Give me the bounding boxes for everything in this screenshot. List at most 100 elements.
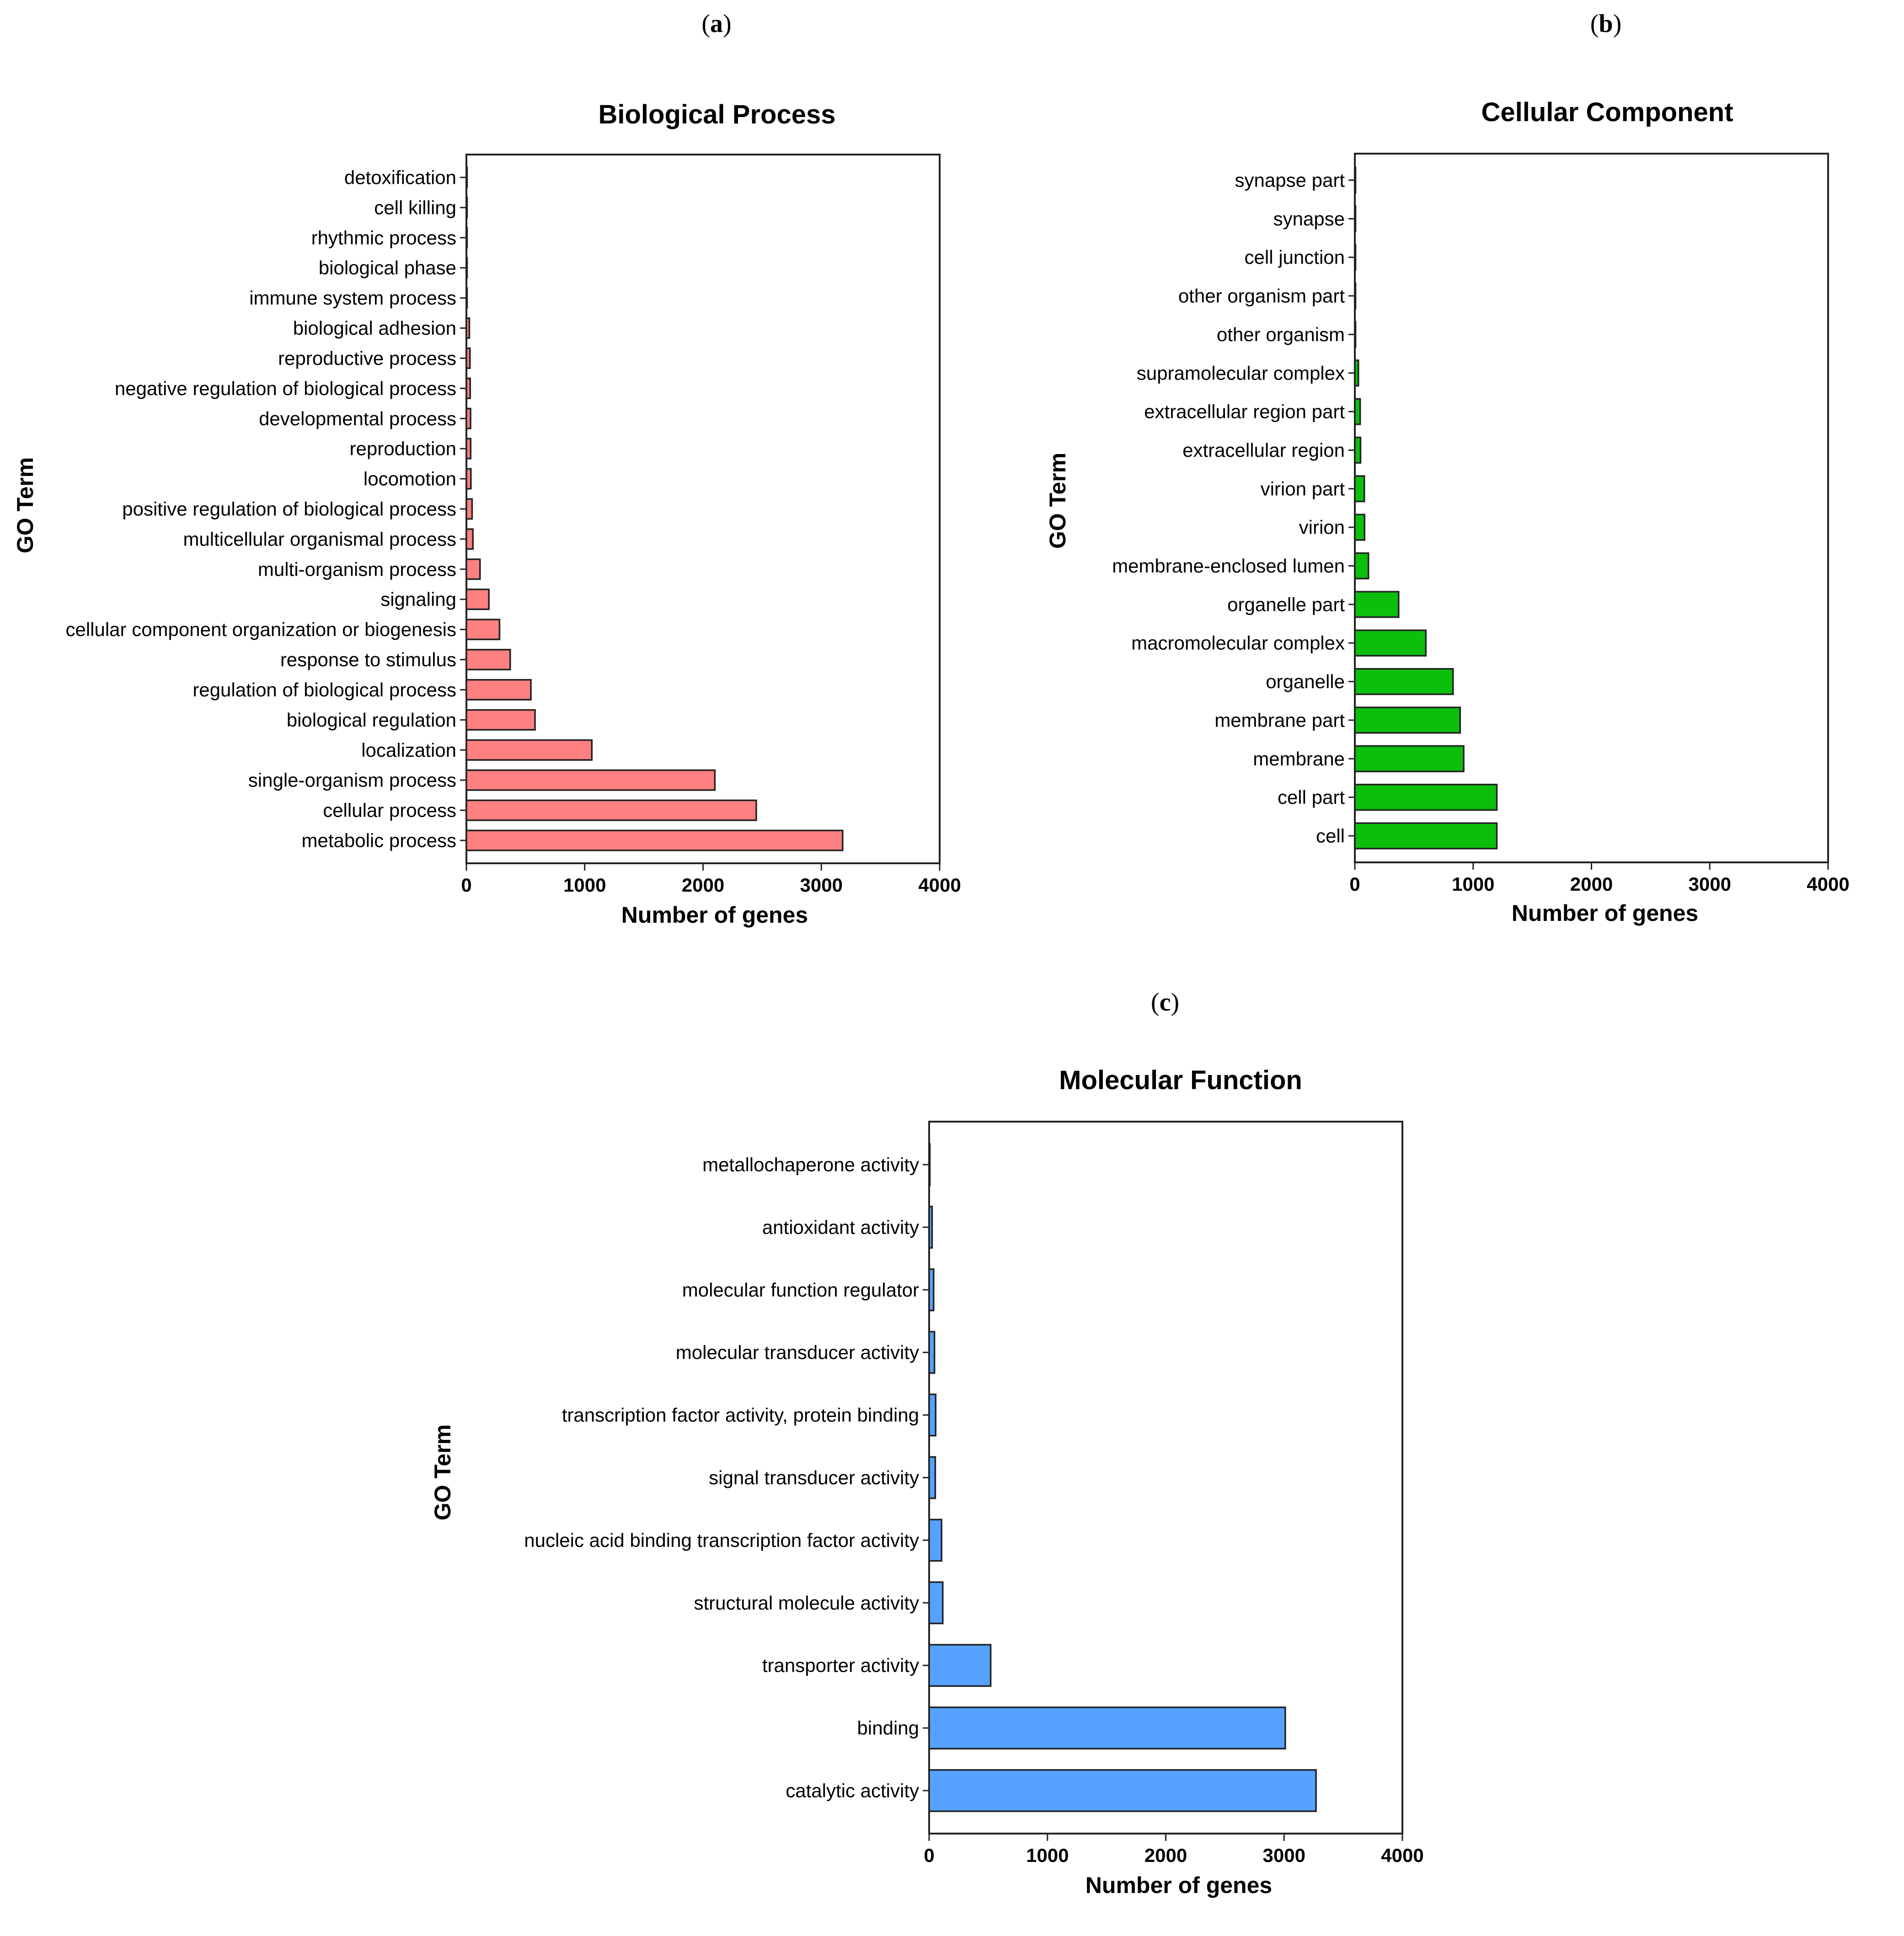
panel-b: (b) Cellular Component GO Term Number of… xyxy=(1045,10,1850,926)
category-label-biological-adhesion: biological adhesion xyxy=(293,317,456,339)
bar-single-organism-process xyxy=(465,769,716,791)
bar-biological-phase xyxy=(465,257,468,279)
x-tick-label-2000: 2000 xyxy=(682,874,724,896)
category-label-supramolecular-complex: supramolecular complex xyxy=(1137,362,1345,384)
category-label-membrane-part: membrane part xyxy=(1214,709,1345,731)
bar-antioxidant-activity xyxy=(928,1205,933,1249)
category-label-extracellular-region: extracellular region xyxy=(1182,439,1345,461)
bar-signaling xyxy=(465,588,490,610)
category-label-immune-system-process: immune system process xyxy=(249,287,456,309)
category-label-nucleic-acid-binding-transcription-factor-activity: nucleic acid binding transcription facto… xyxy=(524,1530,919,1551)
category-label-synapse: synapse xyxy=(1273,208,1345,230)
bar-locomotion xyxy=(465,468,472,490)
bar-metabolic-process xyxy=(465,829,844,851)
category-label-signaling: signaling xyxy=(380,588,456,610)
category-label-organelle: organelle xyxy=(1266,671,1345,692)
bar-group-b: synapse part synapse cell junction other or… xyxy=(1112,166,1850,895)
x-tick-label-2000: 2000 xyxy=(1145,1845,1187,1866)
bar-membrane-part xyxy=(1354,706,1461,734)
panel-c-label: (c) xyxy=(1151,988,1179,1016)
category-label-regulation-of-biological-process: regulation of biological process xyxy=(193,679,456,701)
panel-a-label: (a) xyxy=(701,10,731,38)
bar-cellular-process xyxy=(465,799,757,821)
bar-group-c: metallochaperone activity antioxidant act… xyxy=(524,1143,1424,1866)
bar-reproduction xyxy=(465,438,472,460)
x-axis-title-b: Number of genes xyxy=(1512,900,1698,926)
bar-structural-molecule-activity xyxy=(928,1581,944,1625)
category-label-multicellular-organismal-process: multicellular organismal process xyxy=(183,528,456,550)
bar-localization xyxy=(465,739,593,761)
x-tick-label-4000: 4000 xyxy=(1807,873,1849,895)
chart-title-cellular-component: Cellular Component xyxy=(1481,97,1733,127)
y-axis-title-b: GO Term xyxy=(1045,453,1070,549)
panel-c-letter: c xyxy=(1160,988,1171,1016)
bar-multi-organism-process xyxy=(465,558,481,580)
bar-multicellular-organismal-process xyxy=(465,528,474,550)
bar-metallochaperone-activity xyxy=(928,1143,931,1186)
category-label-cell-killing: cell killing xyxy=(374,197,456,218)
bar-virion-part xyxy=(1354,475,1365,503)
panel-b-label: (b) xyxy=(1590,10,1621,38)
category-label-developmental-process: developmental process xyxy=(259,408,456,429)
bar-cell xyxy=(1354,822,1498,850)
category-label-metallochaperone-activity: metallochaperone activity xyxy=(702,1154,919,1176)
panel-b-letter: b xyxy=(1599,10,1613,38)
x-axis-title-c: Number of genes xyxy=(1086,1872,1272,1898)
x-tick-label-3000: 3000 xyxy=(1689,873,1731,895)
bar-binding xyxy=(928,1706,1286,1750)
bar-immune-system-process xyxy=(465,287,468,309)
category-label-negative-regulation-of-biological-process: negative regulation of biological proces… xyxy=(115,378,456,399)
category-label-macromolecular-complex: macromolecular complex xyxy=(1131,632,1345,654)
x-tick-label-1000: 1000 xyxy=(1026,1845,1069,1866)
bar-regulation-of-biological-process xyxy=(465,679,532,701)
x-tick-label-2000: 2000 xyxy=(1570,873,1613,895)
chart-title-molecular-function: Molecular Function xyxy=(1059,1065,1302,1095)
category-label-binding: binding xyxy=(857,1717,919,1739)
bar-cellular-component-organization-or-biogenesis xyxy=(465,619,501,641)
category-label-biological-phase: biological phase xyxy=(319,257,456,278)
category-label-other-organism: other organism xyxy=(1217,324,1345,345)
category-label-reproduction: reproduction xyxy=(350,438,456,460)
y-axis-title-c: GO Term xyxy=(430,1424,455,1520)
bar-organelle-part xyxy=(1354,591,1400,618)
bar-negative-regulation-of-biological-process xyxy=(465,377,471,399)
bar-biological-adhesion xyxy=(465,317,471,339)
category-label-locomotion: locomotion xyxy=(364,468,456,490)
panel-a-letter: a xyxy=(710,10,723,38)
category-label-single-organism-process: single-organism process xyxy=(248,770,456,791)
bar-cell-killing xyxy=(465,197,468,219)
x-tick-label-3000: 3000 xyxy=(1263,1845,1305,1866)
category-label-other-organism-part: other organism part xyxy=(1178,285,1345,307)
bar-molecular-transducer-activity xyxy=(928,1331,936,1374)
category-label-cellular-process: cellular process xyxy=(323,800,456,821)
category-label-catalytic-activity: catalytic activity xyxy=(786,1780,919,1802)
bar-macromolecular-complex xyxy=(1354,629,1427,657)
bar-reproductive-process xyxy=(465,347,471,369)
bar-synapse xyxy=(1354,205,1357,232)
x-tick-label-1000: 1000 xyxy=(1452,873,1494,895)
bar-catalytic-activity xyxy=(928,1769,1317,1812)
bar-positive-regulation-of-biological-process xyxy=(465,498,473,520)
category-label-molecular-transducer-activity: molecular transducer activity xyxy=(676,1342,919,1363)
category-label-molecular-function-regulator: molecular function regulator xyxy=(682,1279,919,1300)
category-label-positive-regulation-of-biological-process: positive regulation of biological proces… xyxy=(122,498,456,520)
category-label-biological-regulation: biological regulation xyxy=(287,709,456,731)
category-label-reproductive-process: reproductive process xyxy=(278,348,456,369)
category-label-response-to-stimulus: response to stimulus xyxy=(280,649,456,670)
bar-signal-transducer-activity xyxy=(928,1456,936,1499)
bar-other-organism xyxy=(1354,321,1357,348)
x-tick-label-1000: 1000 xyxy=(563,874,606,896)
x-tick-label-0: 0 xyxy=(924,1845,934,1866)
bar-molecular-function-regulator xyxy=(928,1268,935,1311)
category-label-multi-organism-process: multi-organism process xyxy=(258,558,456,580)
category-label-metabolic-process: metabolic process xyxy=(302,830,456,851)
category-label-rhythmic-process: rhythmic process xyxy=(311,227,456,248)
bar-extracellular-region-part xyxy=(1354,398,1361,425)
y-axis-title-a: GO Term xyxy=(12,457,38,553)
bar-extracellular-region xyxy=(1354,436,1362,464)
category-label-organelle-part: organelle part xyxy=(1227,594,1345,615)
bar-nucleic-acid-binding-transcription-factor-activity xyxy=(928,1519,942,1562)
category-label-cell-part: cell part xyxy=(1278,786,1345,808)
category-label-synapse-part: synapse part xyxy=(1235,170,1345,191)
category-label-transcription-factor-activity-protein-binding: transcription factor activity, protein b… xyxy=(562,1404,919,1426)
